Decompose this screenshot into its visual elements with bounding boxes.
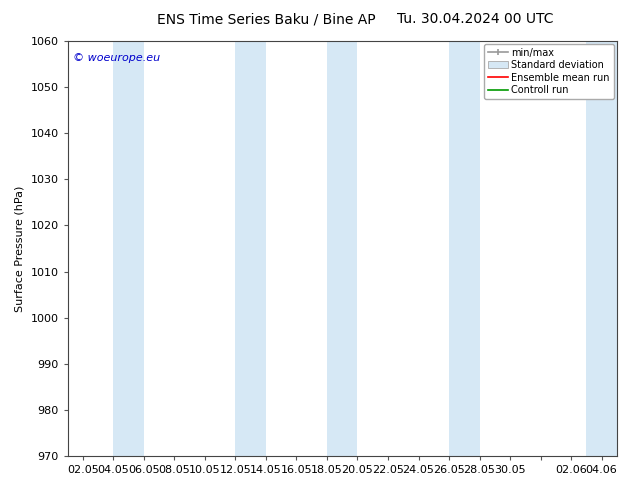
Text: Tu. 30.04.2024 00 UTC: Tu. 30.04.2024 00 UTC — [398, 12, 553, 26]
Bar — [113, 41, 144, 456]
Text: © woeurope.eu: © woeurope.eu — [73, 53, 160, 64]
Bar — [235, 41, 266, 456]
Text: ENS Time Series Baku / Bine AP: ENS Time Series Baku / Bine AP — [157, 12, 375, 26]
Bar — [449, 41, 479, 456]
Legend: min/max, Standard deviation, Ensemble mean run, Controll run: min/max, Standard deviation, Ensemble me… — [484, 44, 614, 99]
Y-axis label: Surface Pressure (hPa): Surface Pressure (hPa) — [15, 185, 25, 312]
Bar — [586, 41, 617, 456]
Bar — [327, 41, 358, 456]
